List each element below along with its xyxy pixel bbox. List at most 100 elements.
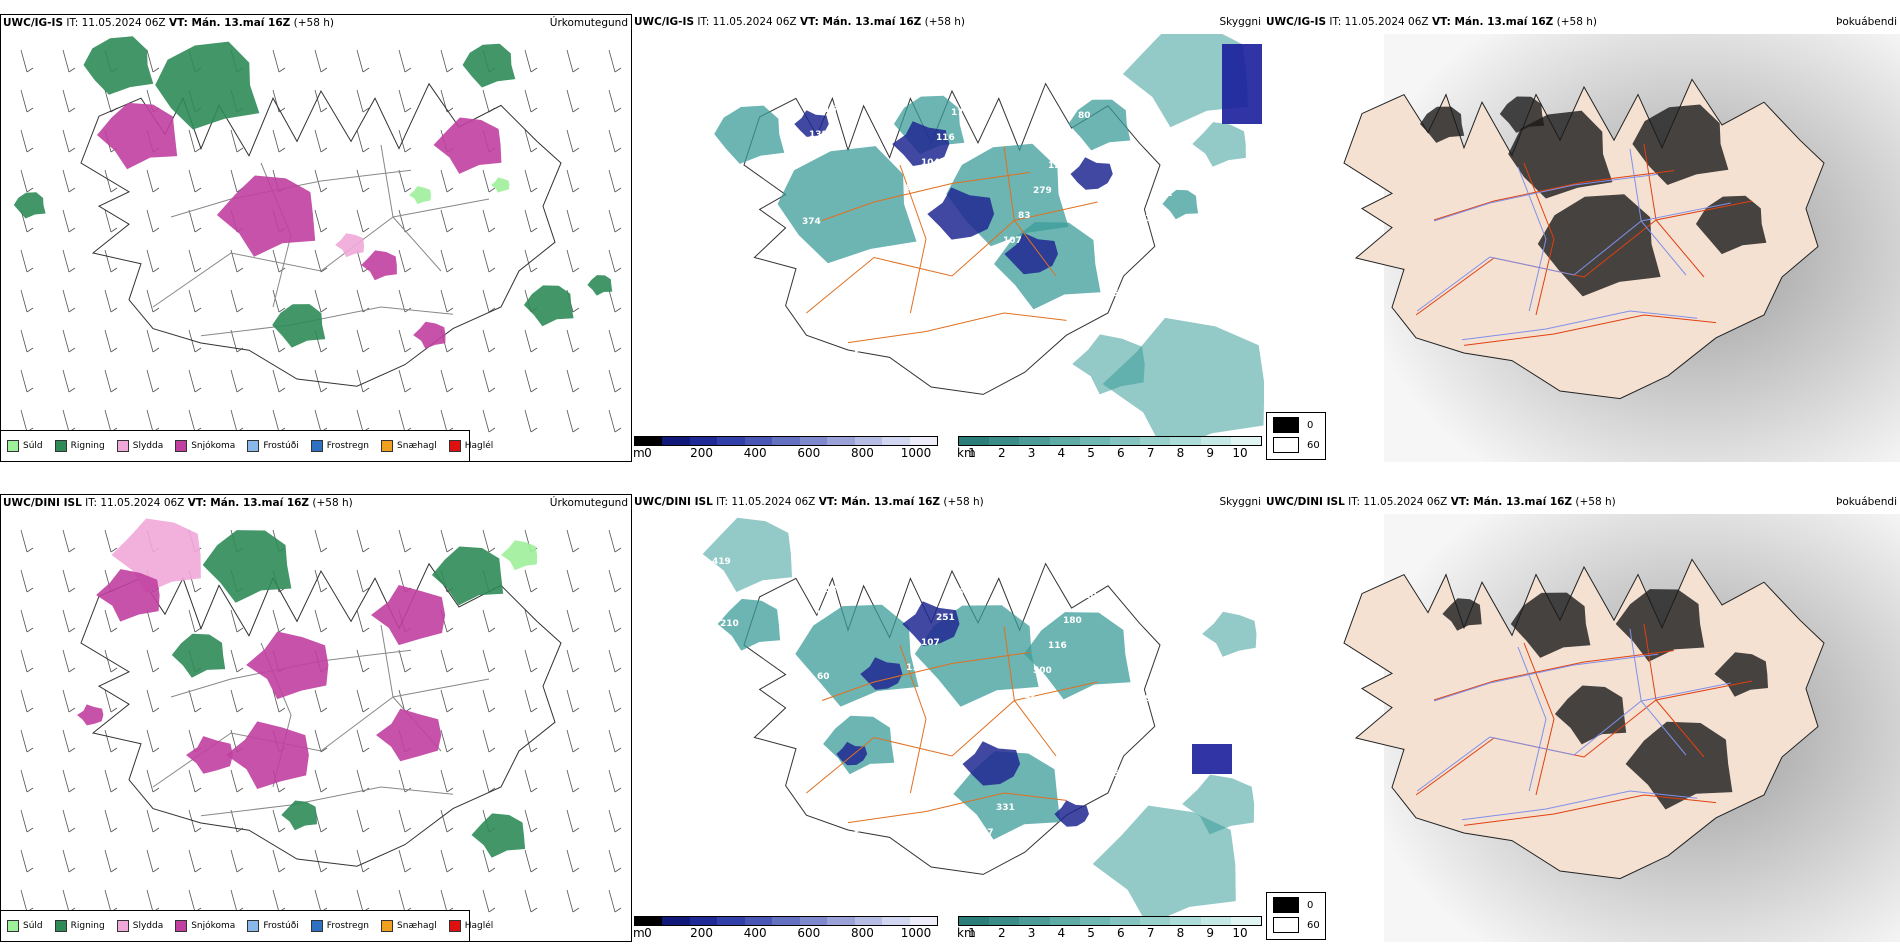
wind-barb	[566, 329, 574, 353]
wind-barb-flag	[68, 627, 76, 633]
wind-barb-flag	[110, 827, 118, 833]
wind-barb-flag	[404, 667, 412, 673]
fog-key-white-swatch	[1273, 917, 1299, 933]
wind-barb-flag	[530, 347, 538, 353]
legend-swatch	[381, 440, 394, 452]
wind-barb-flag	[236, 667, 244, 673]
wind-barb	[608, 729, 616, 753]
colorbar-step	[1019, 917, 1050, 925]
ceiling-label: 76	[966, 83, 979, 93]
wind-barb	[62, 409, 70, 433]
road-line	[1463, 314, 1717, 346]
wind-barb	[62, 609, 70, 633]
ceiling-label: 85	[1115, 264, 1128, 274]
wind-barb	[566, 169, 574, 193]
wind-barb-flag	[362, 747, 370, 753]
wind-barb-flag	[26, 227, 34, 233]
wind-barb	[146, 729, 154, 753]
precip-area	[246, 631, 329, 700]
colorbar-tick: 2	[997, 446, 1006, 460]
wind-barb-flag	[362, 147, 370, 153]
wind-barb-flag	[110, 787, 118, 793]
colorbar-ticks: 0 200 400 600 800 1000	[634, 446, 938, 460]
ceiling-label: 112	[1018, 691, 1037, 701]
wind-barb	[20, 129, 28, 153]
wind-barb-flag	[110, 227, 118, 233]
colorbar-ramp	[634, 436, 938, 446]
precip-area	[376, 708, 442, 762]
wind-barb-flag	[530, 267, 538, 273]
wind-barb-flag	[362, 867, 370, 873]
ceiling-label: 80	[1078, 111, 1091, 121]
wind-barb	[62, 369, 70, 393]
road-line	[1523, 642, 1555, 796]
wind-barb-flag	[572, 307, 580, 313]
wind-barb	[20, 569, 28, 593]
wind-barb-flag	[110, 387, 118, 393]
fog-map	[1343, 34, 1900, 462]
wind-barb-flag	[68, 747, 76, 753]
wind-barb-flag	[278, 147, 286, 153]
colorbar-tick: 200	[690, 446, 714, 460]
colorbar-step	[827, 917, 855, 925]
legend-swatch	[247, 920, 260, 932]
wind-barb-flag	[362, 387, 370, 393]
wind-barb	[608, 809, 616, 833]
wind-barb	[104, 649, 112, 673]
lead-time: (+58 h)	[924, 16, 965, 28]
ceiling-label: 730	[727, 342, 746, 352]
wind-barb-flag	[572, 587, 580, 593]
wind-barb	[440, 689, 448, 713]
ceiling-colorbar: 0 200 400 600 800 1000 m	[633, 916, 938, 940]
wind-barb	[146, 369, 154, 393]
wind-barb	[314, 249, 322, 273]
road-line	[1416, 682, 1731, 792]
precip-area	[13, 192, 46, 219]
wind-barb	[566, 209, 574, 233]
wind-barb	[482, 209, 490, 233]
wind-barb-flag	[26, 547, 34, 553]
wind-barb	[314, 169, 322, 193]
wind-barb-flag	[446, 707, 454, 713]
wind-barb-flag	[362, 347, 370, 353]
wind-barb-flag	[488, 867, 496, 873]
wind-barb	[272, 889, 280, 913]
wind-barb	[440, 169, 448, 193]
wind-barb-flag	[152, 267, 160, 273]
ceiling-label: 110	[787, 722, 806, 732]
legend-label: Frostregn	[326, 921, 370, 931]
wind-barb	[524, 769, 532, 793]
lead-time: (+58 h)	[943, 496, 984, 508]
wind-barb-flag	[152, 227, 160, 233]
colorbar-step	[882, 437, 910, 445]
wind-barb-flag	[530, 227, 538, 233]
ceiling-area	[902, 601, 960, 646]
wind-barb	[356, 209, 364, 233]
wind-barb	[440, 209, 448, 233]
model-name: UWC/IG-IS	[634, 16, 695, 28]
ceiling-label: 119	[1175, 644, 1194, 654]
wind-barb	[314, 89, 322, 113]
wind-barb	[104, 249, 112, 273]
low-ceiling-offshore	[1192, 744, 1232, 774]
wind-barb	[524, 249, 532, 273]
wind-barb	[482, 409, 490, 433]
panel-header: UWC/DINI ISL IT: 11.05.2024 06Z VT: Mán.…	[1266, 496, 1616, 508]
colorbar-tick: 10	[1232, 446, 1248, 460]
wind-barb	[482, 889, 490, 913]
wind-barb	[356, 569, 364, 593]
ceiling-label: 83	[1018, 211, 1031, 221]
colorbar-step	[959, 437, 990, 445]
lead-time: (+58 h)	[312, 497, 353, 509]
wind-barb	[146, 849, 154, 873]
ceiling-label: 150	[1048, 161, 1067, 171]
ceiling-area	[962, 741, 1021, 786]
wind-barb-flag	[194, 147, 202, 153]
wind-barb	[20, 89, 28, 113]
wind-barb-flag	[152, 827, 160, 833]
precip-area	[587, 275, 613, 296]
colorbar-ticks: 1 2 3 4 5 6 7 8 9 10	[958, 926, 1262, 940]
wind-barb	[566, 49, 574, 73]
ceiling-label: 276	[1100, 769, 1119, 779]
ceiling-label: 239	[966, 563, 985, 573]
